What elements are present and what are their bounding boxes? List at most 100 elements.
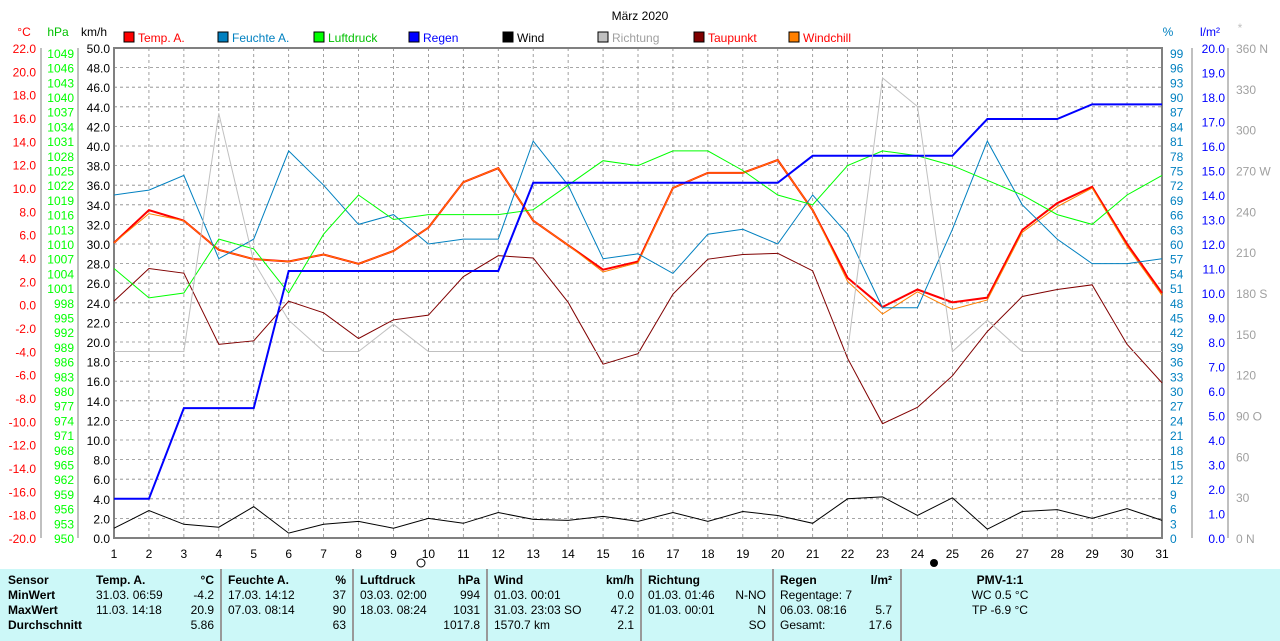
pressure-tick-label: 998 [54, 297, 74, 311]
wind-tick-label: 26.0 [87, 277, 111, 291]
pressure-tick-label: 1040 [47, 91, 74, 105]
humidity-tick-label: 96 [1170, 62, 1184, 76]
header-unit: l/m² [870, 573, 892, 587]
chart-title: März 2020 [612, 9, 669, 23]
header-label: Regen [780, 573, 817, 587]
humidity-tick-label: 78 [1170, 150, 1184, 164]
wind-tick-label: 50.0 [87, 42, 111, 56]
stat-value: 37 [332, 588, 346, 602]
pmv-header: PMV-1:1 [976, 573, 1024, 587]
humidity-tick-label: 24 [1170, 414, 1184, 428]
pressure-tick-label: 992 [54, 326, 74, 340]
rain-tick-label: 3.0 [1208, 459, 1225, 473]
rain-tick-label: 14.0 [1202, 189, 1226, 203]
legend-label: Wind [517, 31, 544, 45]
stat-row: 5.86 [96, 618, 214, 633]
pressure-tick-label: 968 [54, 444, 74, 458]
wind-tick-label: 30.0 [87, 238, 111, 252]
x-tick-label: 7 [320, 547, 327, 561]
stat-row: 1570.7 km 2.1 [494, 618, 634, 633]
column-header: Richtung [648, 573, 766, 588]
stat-time: 31.03. 23:03 SO [494, 603, 582, 617]
humidity-tick-label: 87 [1170, 106, 1184, 120]
pressure-tick-label: 1037 [47, 106, 74, 120]
temp-tick-label: -18.0 [9, 509, 37, 523]
wind-tick-label: 24.0 [87, 297, 111, 311]
column-divider [486, 569, 488, 641]
humidity-tick-label: 93 [1170, 76, 1184, 90]
legend-label: Windchill [803, 31, 851, 45]
humidity-tick-label: 69 [1170, 194, 1184, 208]
direction-tick-label: 210 [1236, 246, 1256, 260]
stat-row: Gesamt: 17.6 [780, 618, 892, 633]
humidity-tick-label: 33 [1170, 370, 1184, 384]
pressure-tick-label: 1043 [47, 76, 74, 90]
stats-table: Sensor MinWert MaxWert Durchschnitt Temp… [0, 569, 1280, 641]
direction-tick-label: 0 N [1236, 532, 1255, 546]
stat-row: Regentage: 7 [780, 588, 892, 603]
rain-tick-label: 0.0 [1208, 532, 1225, 546]
stat-value: 20.9 [190, 603, 214, 617]
series-windchill [113, 159, 1163, 315]
pressure-tick-label: 1046 [47, 62, 74, 76]
column-header: Luftdruck hPa [360, 573, 480, 588]
legend-swatch [408, 31, 420, 43]
header-label: Richtung [648, 573, 700, 587]
stat-row: 03.03. 02:00 994 [360, 588, 480, 603]
x-tick-label: 19 [736, 547, 750, 561]
temp-tick-label: -4.0 [15, 345, 36, 359]
humidity-tick-label: 39 [1170, 341, 1184, 355]
legend-label: Taupunkt [708, 31, 757, 45]
header-unit: °C [200, 573, 214, 587]
wind-tick-label: 14.0 [87, 395, 111, 409]
humidity-tick-label: 54 [1170, 267, 1184, 281]
pressure-tick-label: 995 [54, 312, 74, 326]
rain-tick-label: 10.0 [1202, 287, 1226, 301]
press-column: Luftdruck hPa 03.03. 02:00 994 18.03. 08:24 1… [360, 573, 480, 641]
moon-new-icon [930, 559, 938, 567]
stat-time: 06.03. 08:16 [780, 603, 847, 617]
stat-time: Regentage: 7 [780, 588, 853, 602]
wind-tick-label: 40.0 [87, 140, 111, 154]
stat-time: 01.03. 01:46 [648, 588, 715, 602]
legend-swatch [788, 31, 800, 43]
humidity-tick-label: 57 [1170, 253, 1184, 267]
direction-tick-label: 180 S [1236, 287, 1267, 301]
header-unit: % [335, 573, 346, 587]
x-tick-label: 20 [771, 547, 785, 561]
humidity-tick-label: 99 [1170, 47, 1184, 61]
temp-tick-label: 12.0 [13, 159, 37, 173]
stat-time: 01.03. 00:01 [494, 588, 561, 602]
legend-swatch [123, 31, 135, 43]
wind-tick-label: 34.0 [87, 199, 111, 213]
humidity-tick-label: 12 [1170, 473, 1184, 487]
direction-tick-label: 300 [1236, 124, 1256, 138]
humidity-tick-label: 84 [1170, 120, 1184, 134]
rain-tick-label: 12.0 [1202, 238, 1226, 252]
x-tick-label: 2 [146, 547, 153, 561]
column-divider [900, 569, 902, 641]
humidity-tick-label: 45 [1170, 312, 1184, 326]
sensor-column: Sensor MinWert MaxWert Durchschnitt [8, 573, 88, 641]
temp-tick-label: 22.0 [13, 42, 37, 56]
direction-tick-label: 270 W [1236, 165, 1271, 179]
temp-tick-label: -10.0 [9, 415, 37, 429]
x-tick-label: 27 [1016, 547, 1030, 561]
unit-direction: * [1238, 21, 1243, 35]
series-luftdruck [113, 150, 1163, 299]
pressure-tick-label: 1013 [47, 223, 74, 237]
pressure-tick-label: 974 [54, 414, 74, 428]
temp-tick-label: -12.0 [9, 439, 37, 453]
column-header: Wind km/h [494, 573, 634, 588]
humidity-tick-label: 6 [1170, 503, 1177, 517]
stat-row: SO [648, 618, 766, 633]
humidity-tick-label: 15 [1170, 459, 1184, 473]
temp-tick-label: 4.0 [19, 252, 36, 266]
humidity-tick-label: 81 [1170, 135, 1184, 149]
pressure-tick-label: 1049 [47, 47, 74, 61]
column-header: Regen l/m² [780, 573, 892, 588]
temp-tick-label: 0.0 [19, 299, 36, 313]
stat-value: 17.6 [868, 618, 892, 632]
temp-tick-label: 8.0 [19, 205, 36, 219]
wind-tick-label: 42.0 [87, 120, 111, 134]
